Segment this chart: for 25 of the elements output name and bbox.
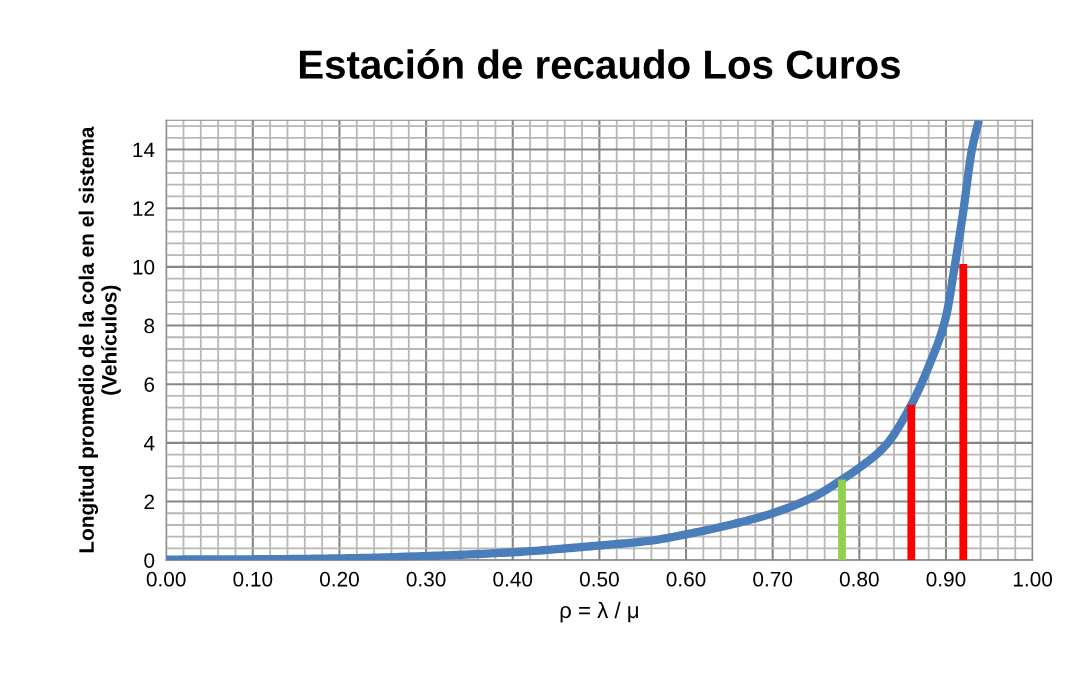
y-tick-label: 4 [143, 436, 155, 451]
x-tick-label: 0.30 [406, 571, 446, 587]
x-tick-label: 0.60 [666, 571, 706, 587]
x-tick-label: 1.00 [1013, 571, 1053, 587]
y-tick-label: 8 [144, 318, 155, 334]
x-tick-label: 0.50 [579, 571, 619, 587]
y-tick-label: 6 [144, 377, 155, 392]
chart-title: Estación de recaudo Los Curos [299, 48, 900, 79]
x-tick-label: 0.00 [146, 571, 186, 587]
y-tick-label: 14 [133, 142, 155, 158]
bar [838, 479, 846, 561]
x-tick-label: 0.70 [753, 571, 793, 587]
x-tick-label: 0.80 [839, 571, 879, 587]
x-axis-title: ρ = λ / μ [560, 601, 638, 623]
y-tick-label: 0 [144, 553, 155, 568]
x-tick-label: 0.10 [233, 571, 273, 587]
y-tick-label: 10 [133, 259, 155, 275]
x-tick-label: 0.40 [493, 571, 533, 587]
y-tick-label: 12 [133, 201, 155, 216]
bar [907, 404, 916, 561]
y-tick-label: 2 [144, 494, 155, 510]
x-tick-label: 0.20 [320, 571, 359, 587]
bar [959, 263, 968, 561]
x-tick-label: 0.90 [926, 571, 966, 587]
y-axis-title: Longitud promedio de la cola en el sistema (Vehículos) [78, 126, 121, 553]
